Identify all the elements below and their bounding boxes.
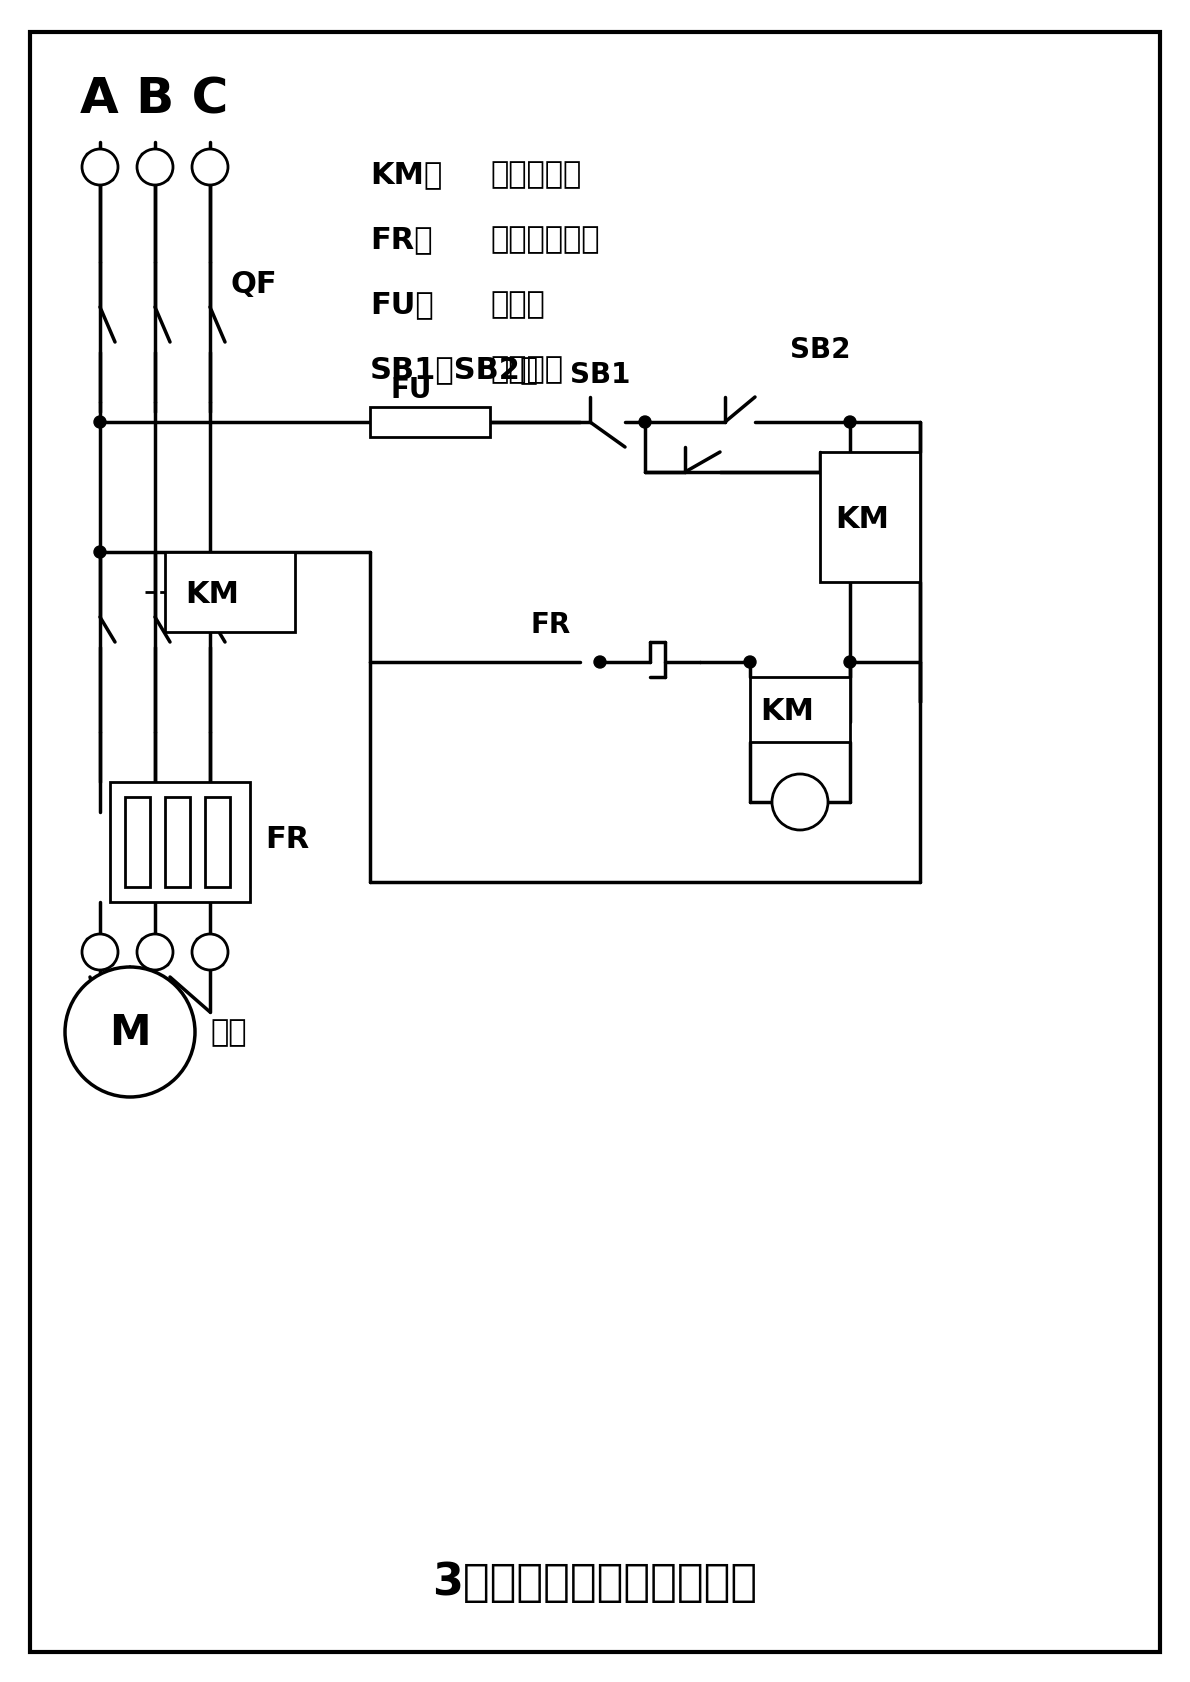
Circle shape <box>844 656 856 669</box>
Circle shape <box>639 417 651 429</box>
Bar <box>165 553 295 632</box>
Circle shape <box>192 935 228 971</box>
Text: 保险丝: 保险丝 <box>490 289 545 320</box>
Circle shape <box>82 150 118 187</box>
Circle shape <box>65 967 195 1097</box>
Bar <box>370 407 490 437</box>
Circle shape <box>594 656 606 669</box>
Text: KM: KM <box>835 505 889 533</box>
Text: FU: FU <box>390 375 432 404</box>
Bar <box>109 782 250 903</box>
Text: SB2: SB2 <box>790 336 851 363</box>
Bar <box>205 797 230 888</box>
Circle shape <box>82 935 118 971</box>
Bar <box>125 797 150 888</box>
Text: A B C: A B C <box>80 76 228 123</box>
Text: 热过载继电器: 热过载继电器 <box>490 225 600 254</box>
Circle shape <box>137 935 173 971</box>
Circle shape <box>94 547 106 558</box>
Text: 3相电机启、停控制接线图: 3相电机启、停控制接线图 <box>432 1561 758 1603</box>
Bar <box>165 797 190 888</box>
Bar <box>750 678 850 742</box>
Circle shape <box>137 150 173 187</box>
Text: QF: QF <box>230 269 276 299</box>
Text: KM：: KM： <box>370 160 443 188</box>
Text: FU：: FU： <box>370 289 433 320</box>
Text: M: M <box>109 1011 151 1053</box>
Text: SB1: SB1 <box>570 360 631 389</box>
Text: 电机: 电机 <box>209 1018 246 1046</box>
Circle shape <box>94 417 106 429</box>
Text: FR：: FR： <box>370 225 432 254</box>
Circle shape <box>772 774 828 831</box>
Text: SB1、SB2：: SB1、SB2： <box>370 355 539 383</box>
Text: KM: KM <box>760 696 814 727</box>
Bar <box>820 452 920 582</box>
Circle shape <box>844 417 856 429</box>
Circle shape <box>744 656 756 669</box>
Circle shape <box>192 150 228 187</box>
Text: FR: FR <box>530 611 570 639</box>
Text: 启停按钮: 启停按钮 <box>490 355 563 383</box>
Text: FR: FR <box>265 824 309 853</box>
Text: 交流接触器: 交流接触器 <box>490 160 581 188</box>
Text: KM: KM <box>184 580 239 609</box>
